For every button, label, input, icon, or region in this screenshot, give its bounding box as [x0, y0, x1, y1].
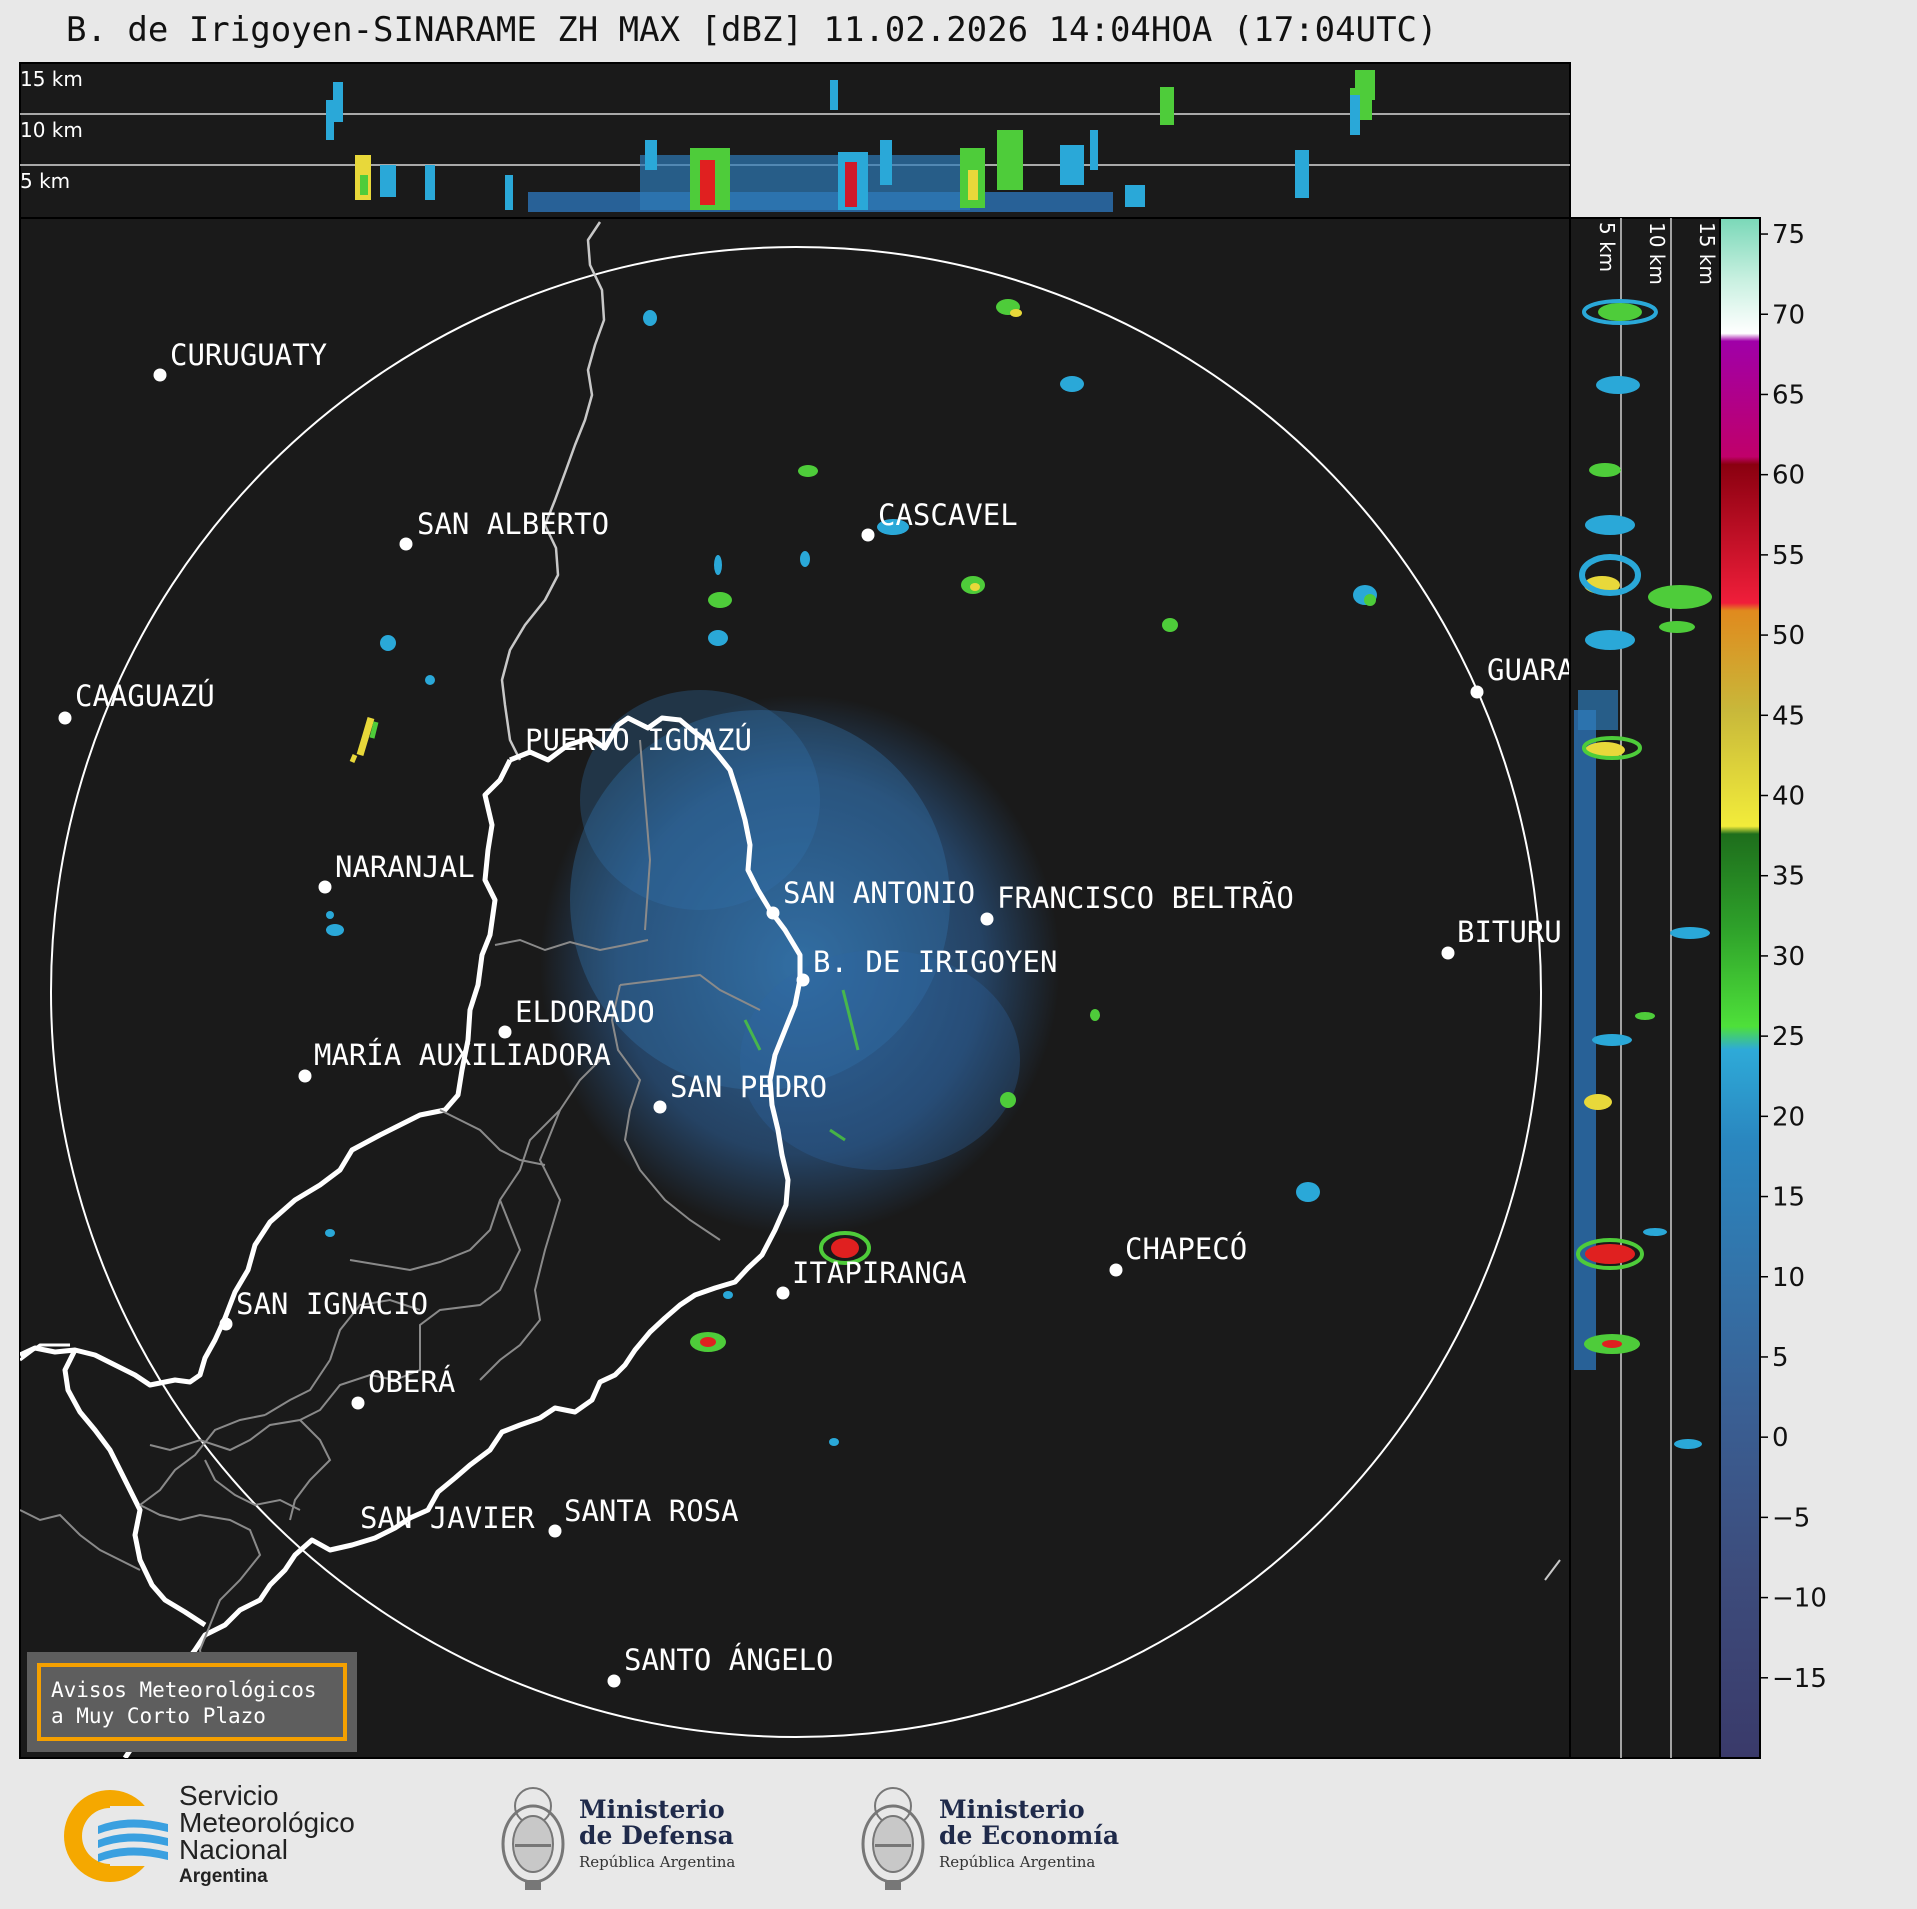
city-dot-b-de-irigoyen [796, 973, 810, 987]
coat-of-arms-icon [501, 1787, 565, 1890]
city-dot-itapiranga [776, 1286, 790, 1300]
city-dot-bituru [1441, 946, 1455, 960]
radar-figure: 15 km 10 km 5 km [19, 62, 1827, 1759]
smn-logo: Servicio Meteorológico Nacional Argentin… [58, 1782, 355, 1890]
colorbar-tick-label: 35 [1772, 862, 1805, 892]
city-label-francisco-beltrao: FRANCISCO BELTRÃO [997, 881, 1294, 915]
city-label-eldorado: ELDORADO [515, 995, 655, 1029]
city-dot-curuguaty [153, 368, 167, 382]
colorbar-tick-label: 15 [1772, 1183, 1805, 1213]
right-label-15km: 15 km [1695, 222, 1719, 285]
coat-of-arms-icon [861, 1787, 925, 1890]
smn-line-4: Argentina [179, 1866, 268, 1887]
colorbar-tick-label: 65 [1772, 380, 1805, 410]
colorbar-tick-label: 5 [1772, 1343, 1789, 1373]
city-dot-caaguazu [58, 711, 72, 725]
colorbar-tick-label: 20 [1772, 1102, 1805, 1132]
economia-line-3: República Argentina [939, 1853, 1096, 1871]
city-label-cascavel: CASCAVEL [878, 498, 1018, 532]
city-label-itapiranga: ITAPIRANGA [792, 1256, 967, 1290]
notice-border [37, 1663, 347, 1741]
top-label-15km: 15 km [20, 67, 83, 91]
colorbar-tick-label: 60 [1772, 461, 1805, 491]
colorbar-tick-label: 75 [1772, 220, 1805, 250]
city-label-naranjal: NARANJAL [335, 850, 475, 884]
economia-line-1: Ministerio [939, 1795, 1085, 1824]
provincial-borders [20, 739, 761, 1681]
right-section-echoes [1574, 299, 1712, 1449]
colorbar-tick-label: 30 [1772, 942, 1805, 972]
city-dot-eldorado [498, 1025, 512, 1039]
colorbar-tick-label: 10 [1772, 1263, 1805, 1293]
city-label-san-ignacio: SAN IGNACIO [236, 1287, 428, 1321]
page-title: B. de Irigoyen-SINARAME ZH MAX [dBZ] 11.… [66, 10, 1438, 50]
city-label-santa-rosa: SANTA ROSA [564, 1494, 739, 1528]
smn-line-1: Servicio [179, 1780, 279, 1811]
city-dot-guara [1470, 685, 1484, 699]
notice-line-2: a Muy Corto Plazo [51, 1704, 266, 1728]
footer-logos: Servicio Meteorológico Nacional Argentin… [0, 1760, 1917, 1909]
city-dot-san-antonio [766, 906, 780, 920]
colorbar-tick-label: −5 [1772, 1503, 1810, 1533]
right-label-10km: 10 km [1645, 222, 1669, 285]
colorbar-tick-label: 25 [1772, 1022, 1805, 1052]
city-dot-maria-auxiliadora [298, 1069, 312, 1083]
city-label-bituru: BITURU [1457, 915, 1562, 949]
colorbar [1719, 217, 1761, 1759]
city-label-obera: OBERÁ [368, 1365, 455, 1399]
top-label-5km: 5 km [20, 169, 70, 193]
city-dot-chapeco [1109, 1263, 1123, 1277]
economia-logo: Ministerio de Economía República Argenti… [855, 1776, 1119, 1896]
radar-range-ring [50, 246, 1542, 1738]
defensa-line-3: República Argentina [579, 1853, 736, 1871]
city-dot-cascavel [861, 528, 875, 542]
defensa-line-2: de Defensa [579, 1821, 734, 1850]
smn-line-2: Meteorológico [179, 1807, 355, 1838]
colorbar-tick-label: 45 [1772, 701, 1805, 731]
city-dot-obera [351, 1396, 365, 1410]
city-label-curuguaty: CURUGUATY [170, 338, 327, 372]
city-label-puerto-iguazu: PUERTO IGUAZÚ [525, 723, 752, 757]
notice-line-1: Avisos Meteorológicos [51, 1678, 317, 1702]
city-label-maria-auxiliadora: MARÍA AUXILIADORA [314, 1038, 611, 1072]
city-dot-naranjal [318, 880, 332, 894]
city-dot-francisco-beltrao [980, 912, 994, 926]
right-label-5km: 5 km [1595, 222, 1619, 272]
city-markers: CURUGUATY SAN ALBERTO CASCAVEL CAAGUAZÚ … [58, 338, 1574, 1688]
economia-line-2: de Economía [939, 1821, 1120, 1850]
smn-logo-icon [64, 1790, 170, 1882]
city-label-caaguazu: CAAGUAZÚ [75, 679, 215, 713]
city-label-san-javier: SAN JAVIER [360, 1501, 535, 1535]
city-label-san-alberto: SAN ALBERTO [417, 507, 609, 541]
notice-box[interactable]: Avisos Meteorológicos a Muy Corto Plazo [27, 1652, 357, 1752]
country-borders [20, 221, 1561, 1758]
city-label-guara: GUARA [1487, 653, 1574, 687]
colorbar-tick-label: 0 [1772, 1423, 1789, 1453]
top-section-echoes [326, 70, 1375, 212]
colorbar-tick-label: 50 [1772, 621, 1805, 651]
city-label-san-antonio: SAN ANTONIO [783, 876, 975, 910]
city-label-santo-angelo: SANTO ÁNGELO [624, 1643, 834, 1677]
colorbar-tick-label: −15 [1772, 1664, 1827, 1694]
city-label-san-pedro: SAN PEDRO [670, 1070, 827, 1104]
city-dot-santa-rosa [548, 1524, 562, 1538]
city-dot-san-ignacio [219, 1317, 233, 1331]
city-dot-san-alberto [399, 537, 413, 551]
radar-echo-field [325, 299, 1377, 1446]
city-dot-santo-angelo [607, 1674, 621, 1688]
city-label-b-de-irigoyen: B. DE IRIGOYEN [813, 945, 1057, 979]
colorbar-tick-label: −10 [1772, 1584, 1827, 1614]
defensa-logo: Ministerio de Defensa República Argentin… [495, 1776, 735, 1896]
colorbar-tick-label: 55 [1772, 541, 1805, 571]
smn-line-3: Nacional [179, 1834, 288, 1865]
colorbar-tick-label: 70 [1772, 300, 1805, 330]
city-label-chapeco: CHAPECÓ [1125, 1232, 1247, 1266]
top-label-10km: 10 km [20, 118, 83, 142]
defensa-line-1: Ministerio [579, 1795, 725, 1824]
city-dot-san-pedro [653, 1100, 667, 1114]
colorbar-tick-label: 40 [1772, 782, 1805, 812]
